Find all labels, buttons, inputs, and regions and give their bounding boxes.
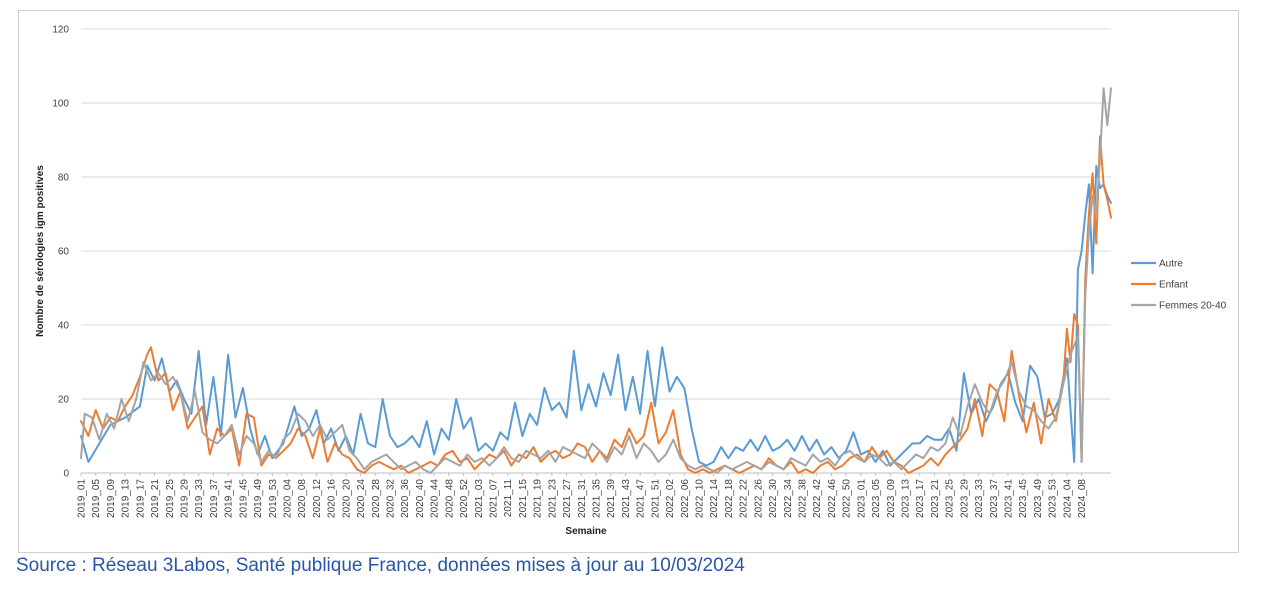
x-tick-label: 2019_49 [253, 479, 264, 518]
x-tick-label: 2020_44 [430, 479, 441, 518]
x-tick-label: 2023_25 [945, 479, 956, 518]
x-tick-label: 2022_06 [680, 479, 691, 518]
x-tick-label: 2019_05 [91, 479, 102, 518]
series-line-femmes-20-40 [80, 87, 1112, 474]
x-tick-label: 2019_33 [194, 479, 205, 518]
x-tick-labels: 2019_01 2019_05 2019_09 2019_13 2019_17 2019_… [77, 473, 1088, 518]
legend-label: Femmes 20-40 [1159, 301, 1227, 312]
x-tick-label: 2021_51 [650, 479, 661, 518]
x-tick-label: 2019_29 [180, 479, 191, 518]
x-tick-label: 2023_01 [856, 479, 867, 518]
x-tick-label: 2019_09 [106, 479, 117, 518]
x-tick-label: 2023_29 [959, 479, 970, 518]
series-lines [80, 87, 1112, 474]
x-tick-label: 2023_53 [1048, 479, 1059, 518]
legend: Autre Enfant Femmes 20-40 [1131, 259, 1227, 312]
x-tick-label: 2019_45 [238, 479, 249, 518]
series-line-enfant [80, 135, 1112, 474]
x-tick-label: 2019_53 [268, 479, 279, 518]
chart-frame: 0 20 40 60 80 100 120 2019_01 2019_05 2019_09 201… [18, 10, 1239, 553]
y-tick-label: 80 [58, 173, 70, 184]
x-tick-label: 2023_09 [886, 479, 897, 518]
x-tick-label: 2021_27 [562, 479, 573, 518]
x-tick-label: 2022_50 [842, 479, 853, 518]
x-tick-label: 2022_38 [798, 479, 809, 518]
x-tick-label: 2021_43 [621, 479, 632, 518]
x-tick-label: 2021_47 [636, 479, 647, 518]
x-tick-label: 2020_20 [341, 479, 352, 518]
x-tick-label: 2023_17 [915, 479, 926, 518]
x-tick-label: 2023_13 [901, 479, 912, 518]
x-tick-label: 2021_11 [503, 479, 514, 518]
x-tick-label: 2020_24 [356, 479, 367, 518]
x-tick-label: 2021_07 [489, 479, 500, 518]
x-tick-label: 2022_10 [695, 479, 706, 518]
x-tick-label: 2023_49 [1033, 479, 1044, 518]
x-tick-label: 2020_08 [297, 479, 308, 518]
x-tick-label: 2022_30 [768, 479, 779, 518]
y-tick-label: 0 [63, 469, 69, 480]
x-tick-label: 2021_15 [518, 479, 529, 518]
y-tick-label: 120 [52, 25, 69, 36]
x-tick-label: 2020_04 [283, 479, 294, 518]
x-tick-label: 2023_37 [989, 479, 1000, 518]
x-tick-label: 2019_13 [121, 479, 132, 518]
x-tick-label: 2020_28 [371, 479, 382, 518]
gridlines [81, 28, 1111, 474]
x-tick-label: 2023_21 [930, 479, 941, 518]
x-tick-label: 2023_45 [1018, 479, 1029, 518]
y-tick-label: 100 [52, 99, 69, 110]
legend-label: Autre [1159, 259, 1183, 270]
x-tick-label: 2022_34 [783, 479, 794, 518]
x-tick-label: 2019_37 [209, 479, 220, 518]
x-tick-label: 2019_01 [77, 479, 88, 518]
x-tick-label: 2023_33 [974, 479, 985, 518]
x-tick-label: 2020_32 [386, 479, 397, 518]
legend-label: Enfant [1159, 280, 1188, 291]
x-tick-label: 2022_42 [812, 479, 823, 518]
y-tick-label: 60 [58, 247, 70, 258]
x-tick-label: 2020_12 [312, 479, 323, 518]
y-tick-labels: 0 20 40 60 80 100 120 [52, 25, 69, 480]
x-tick-label: 2023_41 [1004, 479, 1015, 518]
x-tick-label: 2023_05 [871, 479, 882, 518]
x-tick-label: 2021_39 [606, 479, 617, 518]
x-tick-label: 2019_41 [224, 479, 235, 518]
x-tick-label: 2022_14 [709, 479, 720, 518]
x-tick-label: 2019_25 [165, 479, 176, 518]
x-tick-label: 2024_04 [1062, 479, 1073, 518]
x-axis-title: Semaine [565, 526, 607, 537]
x-tick-label: 2022_26 [753, 479, 764, 518]
series-line-autre [80, 164, 1112, 467]
x-tick-label: 2019_17 [135, 479, 146, 518]
x-tick-label: 2022_02 [665, 479, 676, 518]
x-tick-label: 2020_16 [327, 479, 338, 518]
y-axis-title: Nombre de sérologies igm positives [35, 165, 46, 337]
x-tick-label: 2021_03 [474, 479, 485, 518]
x-tick-label: 2020_48 [444, 479, 455, 518]
x-tick-label: 2022_22 [739, 479, 750, 518]
x-tick-label: 2022_18 [724, 479, 735, 518]
source-note: Source : Réseau 3Labos, Santé publique F… [16, 555, 745, 576]
x-tick-label: 2021_35 [592, 479, 603, 518]
x-tick-label: 2020_40 [415, 479, 426, 518]
x-tick-label: 2021_19 [533, 479, 544, 518]
x-tick-label: 2024_08 [1077, 479, 1088, 518]
x-tick-label: 2020_36 [400, 479, 411, 518]
x-tick-label: 2022_46 [827, 479, 838, 518]
x-tick-label: 2019_21 [150, 479, 161, 518]
y-tick-label: 40 [58, 321, 70, 332]
x-tick-label: 2021_31 [577, 479, 588, 518]
y-tick-label: 20 [58, 395, 70, 406]
x-tick-label: 2021_23 [547, 479, 558, 518]
x-tick-label: 2020_52 [459, 479, 470, 518]
